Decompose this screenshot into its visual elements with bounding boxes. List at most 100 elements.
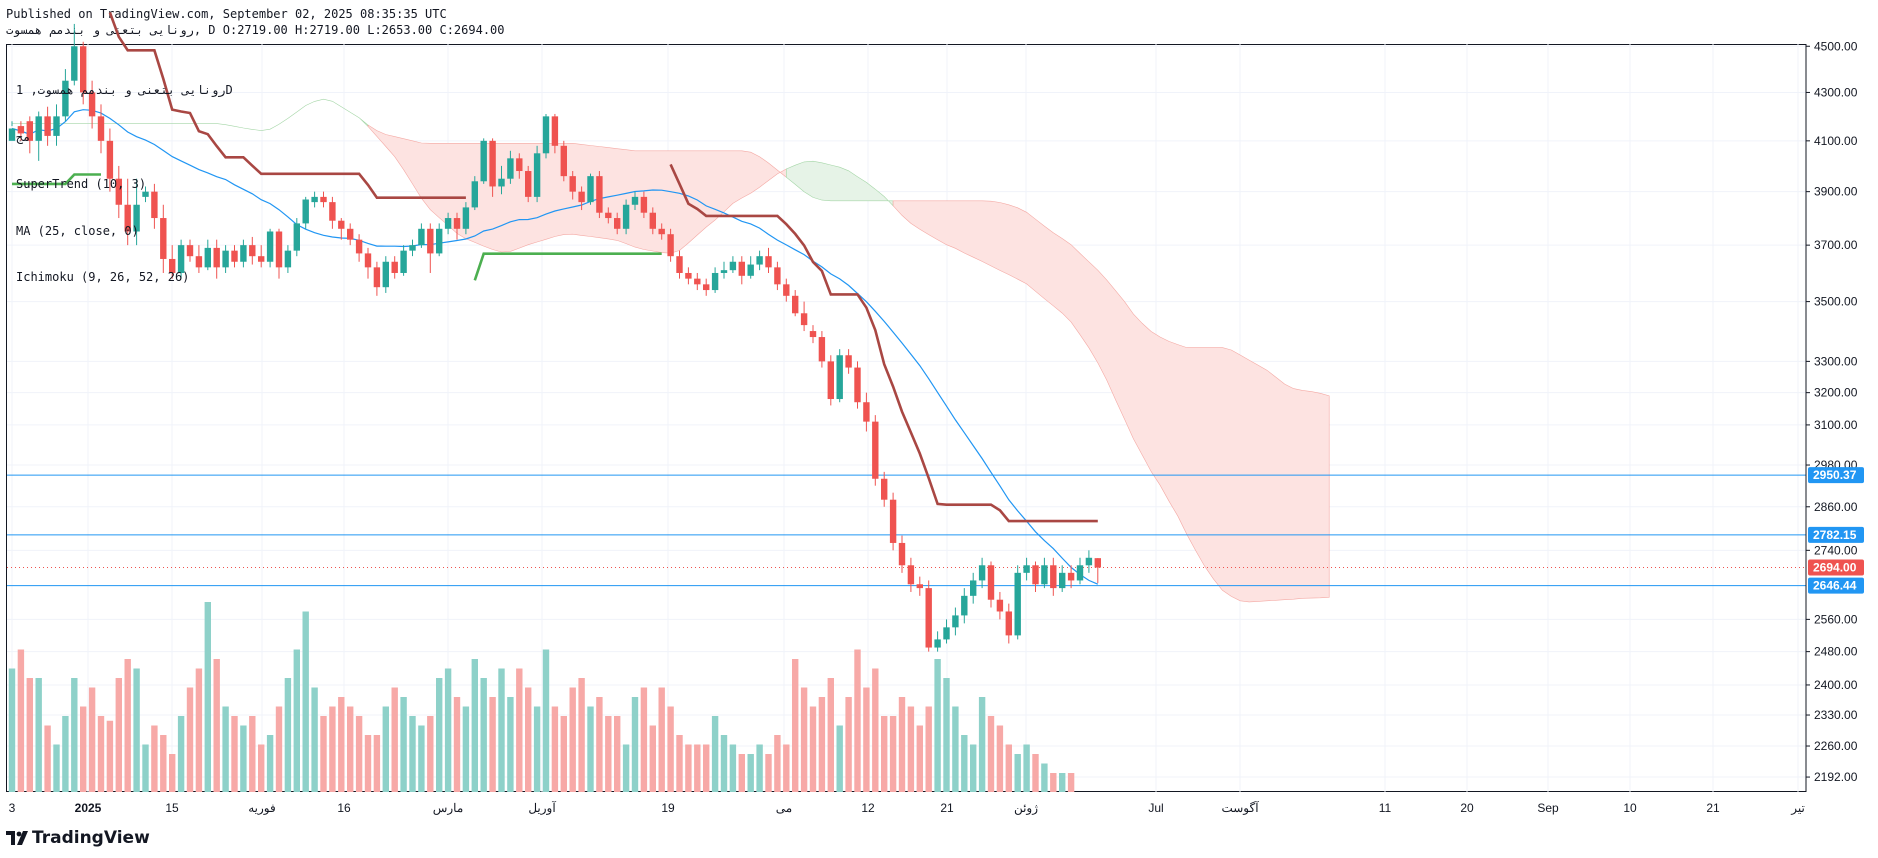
candle	[462, 202, 470, 235]
candle	[347, 223, 354, 246]
time-tick-label: 16	[337, 801, 351, 815]
candle	[1076, 557, 1084, 585]
candle	[792, 290, 799, 317]
candle-body	[382, 261, 389, 288]
price-tick-label: 4100.00	[1814, 134, 1858, 148]
candle	[551, 113, 559, 154]
candle	[916, 576, 923, 596]
candle	[44, 106, 51, 146]
candle-body	[943, 627, 950, 640]
time-tick-label: 20	[1460, 801, 1474, 815]
candle	[453, 212, 461, 240]
candle	[275, 228, 283, 279]
price-tick-label: 2560.00	[1814, 612, 1858, 626]
candle	[1067, 565, 1075, 589]
candle	[364, 247, 372, 279]
price-tick-label: 2192.00	[1814, 770, 1858, 784]
time-tick-label: 12	[861, 801, 875, 815]
candle	[88, 80, 96, 129]
candle	[302, 196, 309, 229]
volume-bar	[952, 706, 959, 792]
volume-bar	[533, 706, 541, 792]
volume-bar	[1059, 773, 1066, 792]
volume-bar	[516, 668, 523, 792]
candle-body	[952, 615, 959, 628]
candle-body	[444, 218, 452, 229]
candle-body	[898, 542, 906, 566]
price-tick-label: 2400.00	[1814, 678, 1858, 692]
legend-supertrend[interactable]: SuperTrend (10, 3)	[16, 176, 147, 191]
volume-bar	[542, 649, 550, 792]
horizontal-line-price-tag-bg	[1808, 577, 1864, 594]
horizontal-line-price-tag-bg	[1808, 467, 1864, 484]
volume-bar	[204, 602, 211, 792]
candle	[516, 153, 523, 179]
candle-body	[1085, 557, 1093, 566]
volume-bar	[17, 649, 25, 792]
candle	[177, 239, 185, 279]
volume-bar	[258, 744, 265, 792]
volume-bar	[560, 716, 567, 792]
volume-bar	[275, 706, 283, 792]
volume-bar	[133, 668, 140, 792]
candle	[1050, 557, 1057, 596]
candle	[818, 331, 826, 368]
candle	[97, 104, 105, 154]
volume-bar	[231, 716, 238, 792]
volume-bar	[836, 725, 843, 792]
candle-body	[142, 191, 149, 197]
volume-bar	[961, 735, 968, 792]
volume-bar	[596, 697, 603, 792]
time-axis: 3 2025 15 فوریه 16 مارس آوریل 19 می 12 21 ژوئن Jul آگ…	[9, 800, 1805, 815]
candle	[71, 23, 78, 86]
volume-bar	[266, 735, 274, 792]
last-price-tag-bg	[1808, 559, 1864, 576]
price-tick-label: 2330.00	[1814, 708, 1858, 722]
candle	[711, 267, 719, 293]
volume-bar	[160, 735, 167, 792]
candle	[311, 191, 318, 208]
volume-bar	[1067, 773, 1075, 792]
candle	[80, 41, 87, 105]
candle	[169, 245, 176, 279]
time-tick-label: تیر	[1790, 801, 1805, 815]
candle-body	[970, 580, 977, 596]
candle-body	[480, 140, 487, 182]
time-tick-label: می	[776, 801, 792, 815]
candle	[614, 212, 621, 235]
candle	[480, 138, 487, 184]
volume-bar	[881, 716, 888, 792]
volume-bar	[444, 668, 452, 792]
legend-ma[interactable]: MA (25, close, 0)	[16, 223, 139, 238]
candle	[970, 572, 977, 604]
volume-bar	[845, 697, 852, 792]
candle	[249, 236, 256, 265]
volume-bar	[943, 678, 950, 792]
candle	[667, 228, 674, 262]
candle	[747, 256, 754, 279]
candle-body	[996, 599, 1004, 612]
published-header: Published on TradingView.com, September …	[6, 6, 505, 38]
candle	[738, 256, 745, 285]
ma-line	[11, 109, 1099, 585]
candle-body	[53, 116, 60, 136]
candle-body	[311, 196, 318, 203]
candle-body	[213, 247, 220, 268]
candle	[533, 145, 541, 203]
candle-body	[640, 196, 648, 213]
volume-bar	[462, 706, 470, 792]
candle-body	[765, 256, 772, 268]
tradingview-logo[interactable]: TradingView	[6, 828, 150, 848]
volume-bar	[115, 678, 122, 792]
chart-frame[interactable]	[6, 44, 1806, 792]
legend-ichimoku[interactable]: Ichimoku (9, 26, 52, 26)	[16, 270, 190, 285]
candle	[961, 588, 968, 624]
candle	[605, 207, 612, 224]
candle	[240, 239, 247, 268]
time-tick-label: 21	[940, 801, 954, 815]
candle	[320, 191, 327, 208]
candle-body	[596, 176, 603, 213]
price-tick-label: 3900.00	[1814, 185, 1858, 199]
horizontal-line-price-tag-bg	[1808, 526, 1864, 543]
